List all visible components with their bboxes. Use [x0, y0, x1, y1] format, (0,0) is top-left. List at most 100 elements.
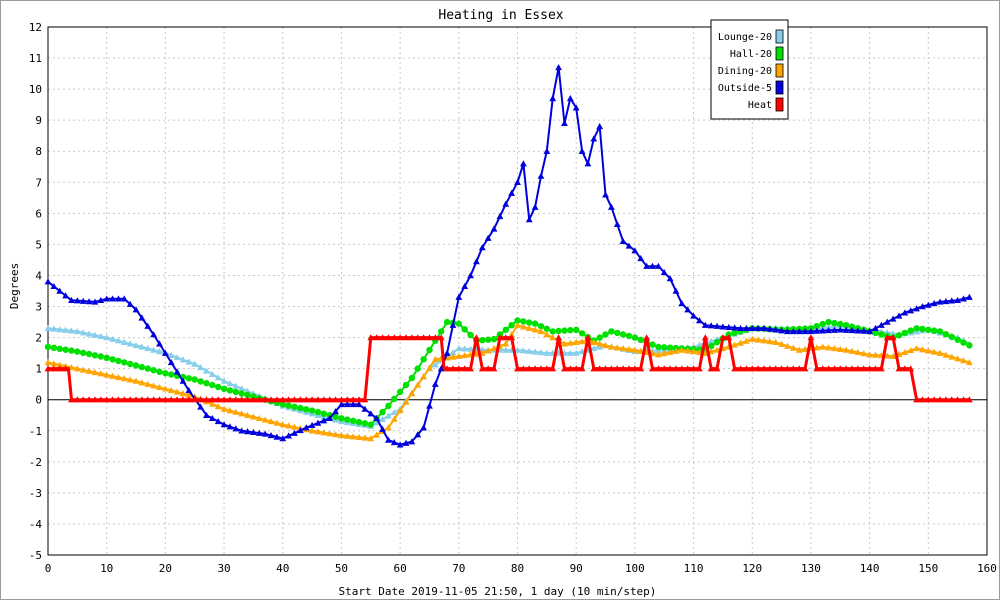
- data-point: [602, 365, 609, 372]
- data-point: [244, 396, 251, 403]
- x-axis-title: Start Date 2019-11-05 21:50, 1 day (10 m…: [339, 585, 657, 598]
- data-point: [731, 324, 739, 331]
- data-point: [115, 357, 122, 365]
- data-point: [132, 341, 140, 349]
- data-point: [62, 346, 69, 353]
- y-tick-label: 7: [35, 176, 42, 189]
- data-point: [778, 327, 785, 334]
- data-point: [784, 342, 791, 349]
- data-point: [384, 424, 392, 431]
- data-point: [185, 386, 193, 394]
- data-point: [44, 359, 52, 366]
- data-point: [919, 303, 926, 310]
- data-point: [484, 347, 492, 354]
- data-point: [954, 355, 962, 362]
- data-point: [455, 345, 463, 352]
- data-point: [766, 338, 774, 345]
- data-point: [889, 315, 897, 322]
- data-point: [813, 344, 821, 351]
- data-point: [185, 396, 193, 403]
- data-point: [608, 365, 615, 372]
- data-point: [872, 365, 879, 372]
- y-tick-label: 8: [35, 145, 42, 158]
- data-point: [426, 402, 433, 409]
- data-point: [537, 172, 545, 179]
- data-point: [179, 396, 187, 403]
- data-point: [273, 396, 281, 403]
- data-point: [367, 435, 375, 442]
- data-point: [519, 347, 527, 354]
- data-point: [379, 415, 386, 422]
- data-point: [913, 325, 920, 332]
- data-point: [907, 307, 915, 314]
- data-point: [925, 326, 932, 333]
- data-point: [355, 400, 363, 408]
- data-point: [267, 418, 275, 425]
- data-point: [338, 415, 345, 422]
- data-point: [748, 365, 756, 372]
- data-point: [126, 340, 134, 347]
- data-point: [297, 404, 304, 412]
- data-point: [79, 366, 87, 373]
- data-point: [285, 402, 292, 409]
- data-point: [197, 378, 204, 385]
- data-point: [103, 354, 110, 361]
- data-point: [742, 324, 750, 331]
- data-point: [285, 432, 293, 439]
- data-point: [502, 340, 510, 347]
- data-point: [602, 191, 609, 198]
- data-point: [965, 359, 973, 366]
- legend-swatch: [775, 80, 784, 95]
- data-point: [232, 408, 240, 415]
- data-point: [508, 334, 516, 341]
- data-point: [349, 433, 357, 440]
- data-point: [156, 396, 163, 403]
- data-point: [502, 200, 510, 207]
- data-point: [167, 386, 175, 394]
- data-point: [836, 365, 844, 372]
- data-point: [649, 262, 656, 269]
- data-point: [531, 203, 539, 210]
- data-point: [678, 346, 686, 353]
- data-point: [296, 396, 304, 403]
- y-tick-label: 6: [35, 207, 42, 220]
- data-point: [707, 322, 715, 329]
- data-point: [203, 380, 210, 387]
- data-point: [232, 396, 240, 403]
- data-point: [842, 326, 850, 333]
- data-point: [173, 396, 181, 403]
- data-point: [519, 323, 527, 330]
- data-point: [115, 295, 122, 302]
- legend-label: Lounge-20: [718, 32, 772, 43]
- data-point: [866, 351, 874, 358]
- data-point: [561, 365, 568, 372]
- data-point: [296, 426, 304, 434]
- data-point: [203, 367, 210, 374]
- data-point: [719, 323, 727, 330]
- series-line: [47, 66, 970, 446]
- data-point: [590, 365, 598, 372]
- data-point: [484, 234, 492, 241]
- data-point: [220, 377, 228, 384]
- data-point: [361, 434, 369, 441]
- data-point: [162, 370, 169, 377]
- data-point: [390, 409, 398, 416]
- data-point: [754, 365, 762, 372]
- data-point: [760, 365, 768, 372]
- data-point: [543, 147, 551, 154]
- data-point: [97, 370, 105, 377]
- data-point: [68, 327, 75, 334]
- data-point: [161, 385, 169, 392]
- data-point: [220, 385, 228, 392]
- data-point: [150, 396, 158, 403]
- data-point: [954, 296, 962, 304]
- data-point: [214, 374, 222, 381]
- data-point: [514, 346, 521, 353]
- data-point: [942, 297, 950, 305]
- data-point: [608, 343, 615, 350]
- data-point: [127, 360, 134, 368]
- data-point: [185, 391, 193, 398]
- data-point: [449, 349, 457, 356]
- data-point: [343, 396, 351, 403]
